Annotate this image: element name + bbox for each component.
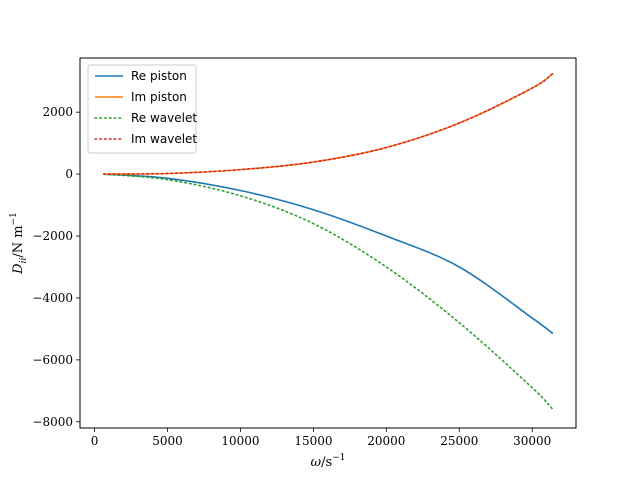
x-tick-label: 15000 xyxy=(294,434,332,448)
x-tick-label: 10000 xyxy=(221,434,259,448)
series-line-1 xyxy=(103,173,554,335)
y-tick-label: −4000 xyxy=(32,291,73,305)
legend-label-4: Im wavelet xyxy=(131,132,197,146)
series-line-4 xyxy=(102,72,554,175)
x-tick-label: 0 xyxy=(91,434,99,448)
x-tick-label: 30000 xyxy=(513,434,551,448)
y-axis-label: Dii/N m−1 xyxy=(9,212,29,275)
series-line-3 xyxy=(102,173,554,411)
plot-lines xyxy=(102,72,554,411)
x-tick-label: 5000 xyxy=(152,434,183,448)
y-tick-label: 0 xyxy=(65,167,73,181)
x-tick-label: 20000 xyxy=(367,434,405,448)
x-tick-label: 25000 xyxy=(440,434,478,448)
y-tick-label: −8000 xyxy=(32,415,73,429)
legend-box xyxy=(87,64,197,154)
axes-frame xyxy=(79,57,577,429)
legend-label-3: Re wavelet xyxy=(131,111,197,125)
legend-label-1: Re piston xyxy=(131,69,187,83)
x-axis-label: ω/s−1 xyxy=(311,453,346,470)
legend: Re piston Im piston Re wavelet Im wavelet xyxy=(87,64,197,154)
x-axis-ticks: 0 5000 10000 15000 20000 25000 30000 xyxy=(91,428,551,448)
legend-label-2: Im piston xyxy=(131,90,187,104)
y-tick-label: −6000 xyxy=(32,353,73,367)
y-tick-label: −2000 xyxy=(32,229,73,243)
y-axis-ticks: −8000 −6000 −4000 −2000 0 2000 xyxy=(32,105,80,429)
y-tick-label: 2000 xyxy=(42,105,73,119)
